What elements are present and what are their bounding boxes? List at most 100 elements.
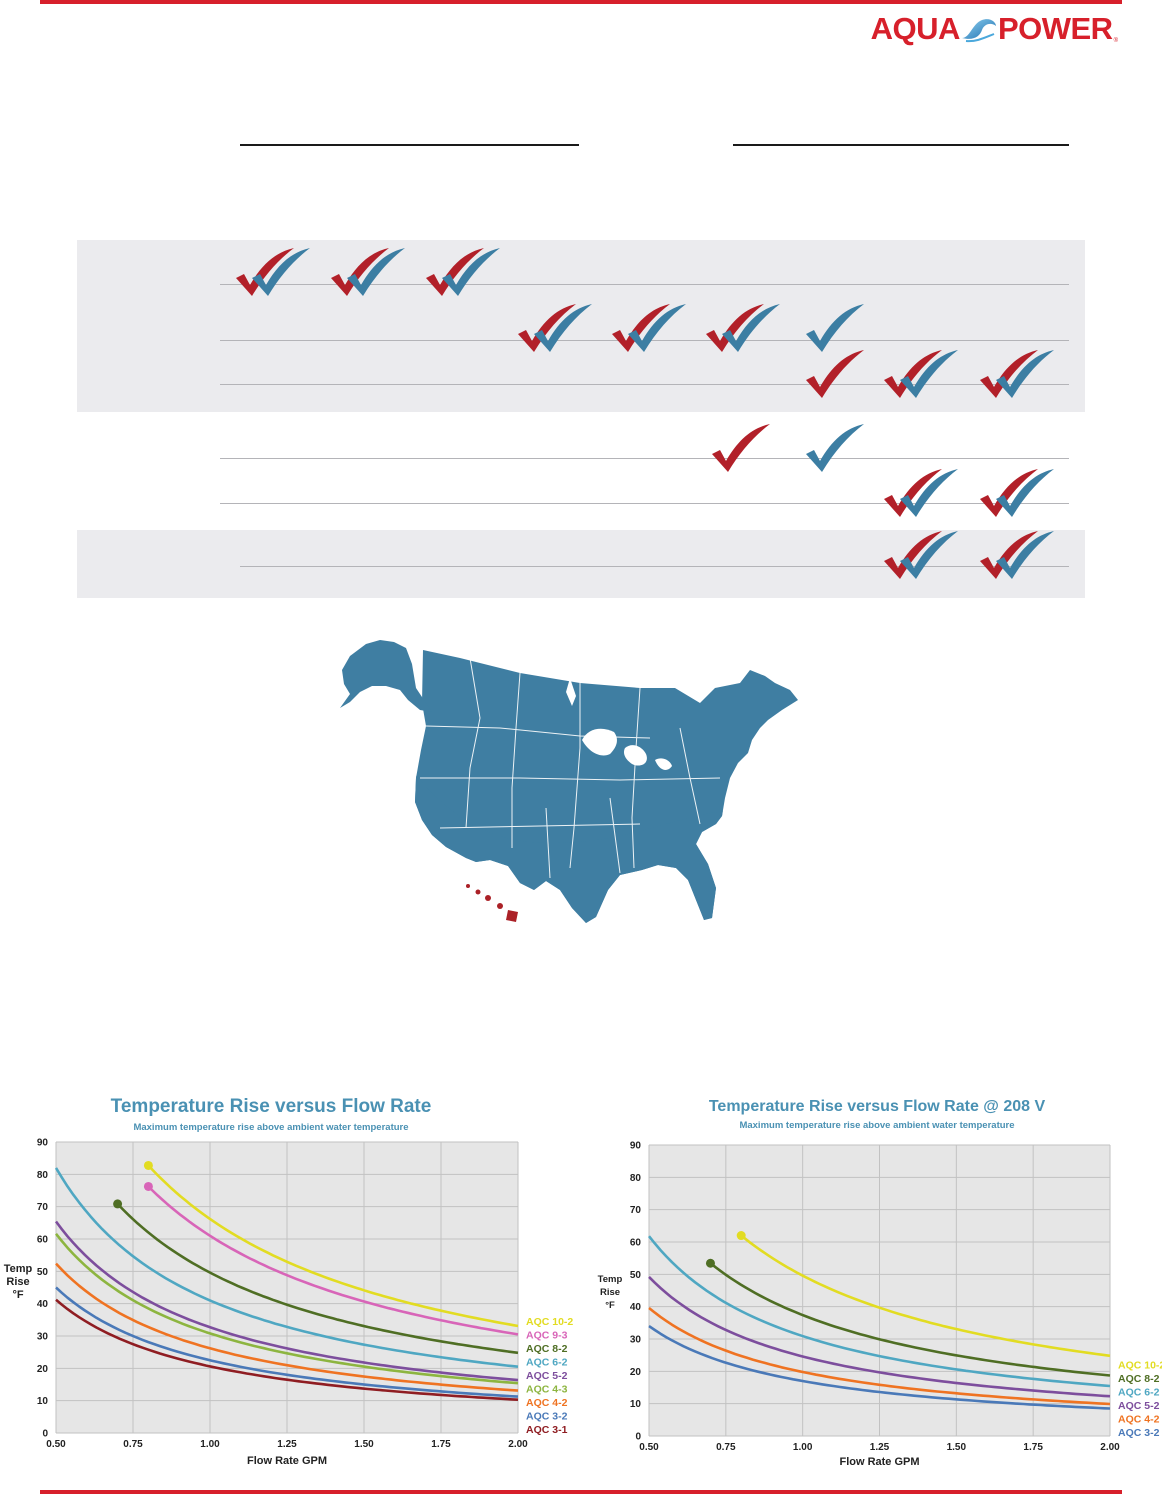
chart-temp-rise-vs-flow: Temperature Rise versus Flow Rate Maximu…: [0, 1090, 580, 1480]
chart-subtitle: Maximum temperature rise above ambient w…: [133, 1122, 409, 1133]
x-tick-label: 1.25: [870, 1442, 890, 1453]
double-check-icon: [980, 531, 1054, 579]
y-tick-label: 80: [630, 1173, 642, 1184]
series-start-marker: [113, 1199, 123, 1209]
legend-label: AQC 3-2: [526, 1411, 568, 1423]
legend-label: AQC 8-2: [526, 1343, 568, 1355]
wave-icon: [961, 19, 996, 43]
double-check-icon: [236, 248, 310, 296]
double-check-icon: [884, 469, 958, 517]
series-start-marker: [143, 1181, 153, 1191]
series-start-marker: [705, 1258, 715, 1268]
series-line: [648, 1275, 1111, 1398]
y-tick-label: 50: [630, 1270, 642, 1281]
y-tick-label: 90: [630, 1141, 642, 1152]
chart-plot: 0 10 20 30 40 50 60 70 80 90 0.50 0.75 1.00 1.25 1.50 1…: [4, 1138, 574, 1468]
series-line: [648, 1325, 1111, 1410]
y-tick-label: 40: [37, 1299, 49, 1310]
y-axis-label: °F: [605, 1300, 615, 1311]
double-check-icon: [426, 248, 500, 296]
table-row-rule: [220, 284, 1069, 285]
double-check-icon: [518, 304, 592, 352]
blue-check-icon: [806, 304, 864, 352]
chart-title: Temperature Rise versus Flow Rate @ 208 …: [708, 1098, 1046, 1115]
y-tick-label: 0: [42, 1429, 48, 1440]
series-line: [147, 1164, 519, 1328]
table-row-rule: [240, 566, 1069, 567]
series-line: [740, 1234, 1111, 1358]
x-axis-label: Flow Rate GPM: [247, 1455, 327, 1467]
y-tick-label: 30: [37, 1332, 49, 1343]
x-tick-label: 1.50: [947, 1442, 967, 1453]
y-tick-label: 30: [630, 1335, 642, 1346]
legend-label: AQC 4-2: [1118, 1414, 1160, 1426]
chart-plot: 0 10 20 30 40 50 60 70 80 90 0.50 0.75 1.00 1.25 1.50 1…: [598, 1141, 1162, 1469]
x-axis-label: Flow Rate GPM: [839, 1456, 919, 1468]
y-axis-label: Temp: [4, 1263, 33, 1275]
y-axis-label: Rise: [6, 1276, 29, 1288]
series-line: [55, 1286, 519, 1398]
legend-label: AQC 4-2: [526, 1397, 568, 1409]
logo-word-aqua: AQUA: [870, 11, 961, 46]
legend-label: AQC 5-2: [1118, 1400, 1160, 1412]
legend-label: AQC 6-2: [1118, 1387, 1160, 1399]
legend-label: AQC 3-2: [1118, 1427, 1160, 1439]
y-tick-label: 60: [37, 1235, 49, 1246]
series-line: [147, 1185, 519, 1336]
double-check-icon: [884, 531, 958, 579]
y-axis-label: Rise: [600, 1287, 620, 1298]
x-tick-label: 1.00: [793, 1442, 813, 1453]
legend-label: AQC 3-1: [526, 1424, 568, 1436]
x-tick-label: 0.75: [123, 1439, 143, 1450]
series-start-marker: [736, 1231, 746, 1241]
double-check-icon: [980, 469, 1054, 517]
series-line: [647, 1235, 1111, 1388]
y-tick-label: 20: [37, 1364, 49, 1375]
red-check-icon: [806, 350, 864, 398]
y-axis-label: °F: [12, 1289, 23, 1301]
y-tick-label: 0: [635, 1432, 641, 1443]
legend-label: AQC 6-2: [526, 1357, 568, 1369]
north-america-climate-map: [340, 640, 798, 923]
double-check-icon: [612, 304, 686, 352]
y-tick-label: 70: [630, 1205, 642, 1216]
top-red-rule: [40, 0, 1122, 4]
series-start-marker: [143, 1160, 153, 1170]
legend-label: AQC 4-3: [526, 1384, 568, 1396]
series-line: [55, 1298, 519, 1401]
x-tick-label: 1.00: [200, 1439, 220, 1450]
series-line: [116, 1202, 519, 1355]
series-line: [54, 1220, 519, 1382]
y-tick-label: 50: [37, 1267, 49, 1278]
series-line: [55, 1262, 519, 1392]
table-header-rule-left: [240, 144, 579, 146]
x-tick-label: 2.00: [1100, 1442, 1120, 1453]
chart-subtitle: Maximum temperature rise above ambient w…: [739, 1120, 1015, 1131]
logo-trademark: ®: [1113, 38, 1118, 44]
x-tick-label: 1.75: [1023, 1442, 1043, 1453]
double-check-icon: [706, 304, 780, 352]
series-line: [54, 1167, 519, 1368]
table-row-rule: [220, 458, 1069, 459]
legend-label: AQC 10-2: [526, 1316, 573, 1328]
y-tick-label: 60: [630, 1238, 642, 1249]
table-row-rule: [220, 384, 1069, 385]
legend-label: AQC 10-2: [1118, 1360, 1162, 1372]
blue-check-icon: [806, 424, 864, 472]
x-tick-label: 0.75: [716, 1442, 736, 1453]
y-tick-label: 70: [37, 1202, 49, 1213]
table-header-rule-right: [733, 144, 1069, 146]
legend-label: AQC 9-3: [526, 1330, 568, 1342]
map-state-borders: [420, 657, 721, 879]
chart-temp-rise-vs-flow-208v: Temperature Rise versus Flow Rate @ 208 …: [592, 1090, 1162, 1480]
x-tick-label: 1.50: [354, 1439, 374, 1450]
chart-title: Temperature Rise versus Flow Rate: [110, 1096, 432, 1117]
y-axis-label: Temp: [598, 1274, 623, 1285]
x-tick-label: 0.50: [46, 1439, 66, 1450]
double-check-icon: [331, 248, 405, 296]
legend-label: AQC 5-2: [526, 1370, 568, 1382]
series-line: [648, 1306, 1111, 1406]
y-tick-label: 10: [630, 1399, 642, 1410]
map-hawaii: [466, 884, 518, 922]
bottom-red-rule: [40, 1490, 1122, 1494]
